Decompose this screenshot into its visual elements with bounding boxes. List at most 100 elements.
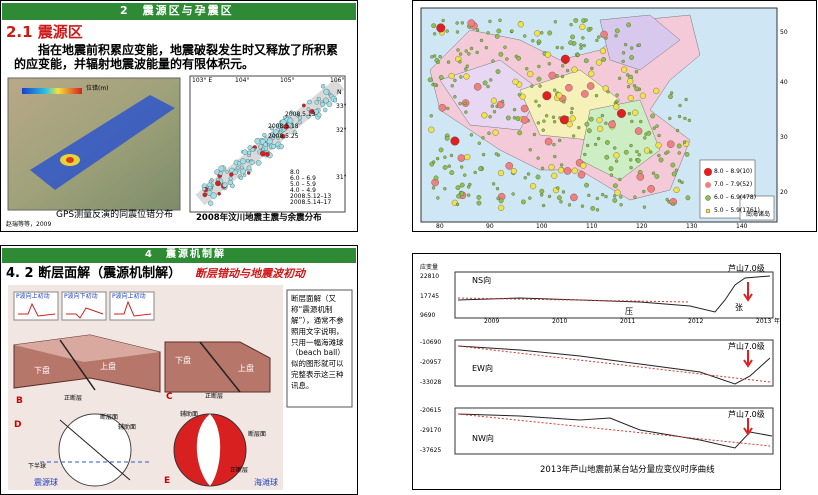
dot — [433, 54, 437, 58]
lat-label: 30 — [780, 134, 788, 141]
waveform — [18, 300, 152, 319]
dot — [608, 120, 616, 129]
year-label: 2009 — [484, 318, 500, 325]
dot — [473, 83, 482, 91]
color-bar — [22, 88, 82, 94]
y-tick: 9690 — [420, 312, 436, 319]
dot — [682, 140, 687, 144]
dot — [602, 85, 609, 92]
dot — [553, 154, 557, 159]
dot — [561, 190, 566, 194]
dot — [245, 158, 250, 163]
dot — [481, 112, 488, 119]
slide-title: 2.1 震源区 — [6, 23, 83, 41]
legend-symbol — [705, 208, 711, 214]
dot — [547, 194, 552, 199]
dot — [473, 170, 477, 175]
dot — [520, 104, 529, 113]
dot — [428, 126, 435, 133]
legend-label: 2008.5.12–13 — [290, 193, 332, 200]
quake-dots — [427, 18, 691, 212]
dot — [635, 149, 639, 154]
dot — [260, 150, 266, 157]
block-label: 下盘 — [175, 356, 191, 365]
y-tick: -20615 — [420, 407, 442, 414]
dot — [551, 115, 556, 119]
dot — [295, 113, 299, 118]
dot — [632, 109, 639, 116]
dot — [542, 91, 552, 101]
dot — [583, 58, 589, 64]
dot — [542, 119, 546, 123]
dot — [541, 203, 546, 208]
y-tick: -33028 — [420, 379, 442, 386]
dot — [227, 179, 233, 185]
dot — [600, 30, 608, 39]
dot — [240, 168, 246, 175]
dot — [619, 203, 623, 207]
dot — [671, 171, 677, 177]
dot — [613, 103, 620, 110]
y-tick: 17745 — [420, 293, 440, 300]
dot — [649, 150, 653, 154]
dot — [444, 135, 450, 141]
dot — [680, 180, 684, 185]
dot — [457, 154, 466, 162]
dot — [556, 92, 563, 99]
dot — [313, 109, 319, 115]
dot — [633, 195, 637, 199]
dot — [580, 204, 585, 208]
dot — [431, 186, 436, 190]
dot — [576, 53, 580, 57]
dot — [430, 55, 434, 59]
dot — [443, 155, 447, 159]
dot — [642, 205, 647, 209]
dot — [684, 152, 690, 157]
dot — [669, 91, 674, 95]
date-label: 2008.5.25 — [268, 133, 299, 140]
figure-credit: 赵瑞等等，2009 — [6, 221, 52, 228]
dot — [503, 45, 507, 49]
header-bar — [2, 248, 356, 263]
dot — [456, 193, 461, 199]
dot — [436, 60, 440, 65]
dot — [432, 32, 437, 36]
dot — [449, 170, 455, 175]
trend-line — [457, 413, 771, 447]
dot — [652, 126, 656, 130]
dot — [637, 43, 642, 47]
dot — [320, 102, 325, 107]
dot — [287, 117, 294, 124]
dot — [467, 52, 471, 56]
dot — [438, 75, 444, 80]
dot — [229, 172, 234, 177]
dot — [617, 76, 622, 80]
dot — [486, 84, 490, 89]
dot — [489, 78, 493, 82]
dot — [544, 137, 553, 146]
y-tick: 22810 — [420, 273, 440, 280]
legend-label: 2008.5.14–17 — [290, 199, 332, 206]
legend-symbol — [705, 182, 711, 188]
dot — [534, 30, 541, 37]
dot — [283, 123, 290, 130]
dot — [247, 150, 252, 155]
dot — [618, 177, 622, 182]
wave-box — [13, 291, 59, 321]
dot — [589, 27, 593, 31]
dot — [436, 23, 446, 33]
dot — [612, 198, 618, 203]
dot — [490, 97, 497, 104]
component-label: NW向 — [472, 434, 494, 443]
dot — [246, 165, 252, 171]
dot — [323, 88, 330, 95]
dot — [333, 98, 338, 103]
dot — [464, 67, 468, 71]
legend-label: 6.0 – 6.9(478) — [714, 194, 757, 201]
dot — [453, 95, 457, 99]
dot — [563, 167, 572, 175]
dot — [627, 78, 634, 85]
dot — [615, 93, 619, 97]
dot — [627, 112, 632, 116]
dot — [548, 164, 555, 171]
